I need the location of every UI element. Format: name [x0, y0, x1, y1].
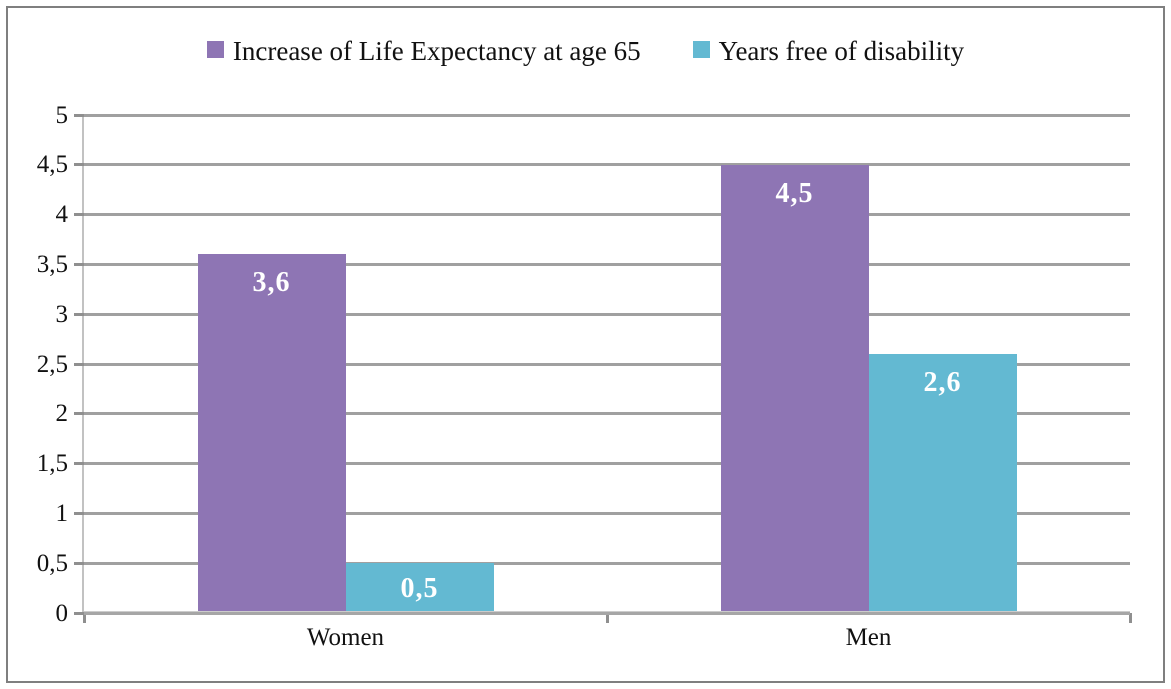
- x-axis-boundary-tick: [1128, 613, 1132, 623]
- y-axis-tick: [74, 113, 84, 117]
- gridline: [84, 262, 1130, 266]
- y-axis-tick: [74, 511, 84, 515]
- bar-value-label: 4,5: [775, 177, 814, 209]
- plot-area: 3,6 4,5 0,5 2,6: [84, 113, 1130, 615]
- y-axis-tick: [74, 312, 84, 316]
- y-axis-tick-label: 4,5: [36, 151, 68, 179]
- y-axis-tick: [74, 213, 84, 217]
- legend-swatch: [206, 41, 224, 58]
- bar-value-label: 3,6: [252, 267, 291, 299]
- y-axis-tick: [74, 611, 84, 615]
- gridline: [84, 362, 1130, 366]
- y-axis-tick-label: 1,5: [36, 450, 68, 478]
- legend-label: Increase of Life Expectancy at age 65: [232, 36, 641, 66]
- gridline: [84, 511, 1130, 515]
- y-axis-tick-label: 3: [55, 300, 69, 328]
- x-axis-category-label: Men: [845, 624, 892, 651]
- legend-item: Years free of disability: [692, 36, 965, 67]
- y-axis-tick-label: 2,5: [36, 350, 68, 378]
- legend-item: Increase of Life Expectancy at age 65: [206, 36, 641, 67]
- bar-men-series-0: 4,5: [720, 164, 869, 613]
- y-axis-tick: [74, 262, 84, 266]
- y-axis-tick: [74, 412, 84, 416]
- y-axis-tick-label: 2: [55, 400, 69, 428]
- legend-label: Years free of disability: [718, 36, 965, 66]
- y-axis-tick: [74, 163, 84, 167]
- gridline: [84, 312, 1130, 316]
- x-axis-boundary-tick: [605, 613, 609, 623]
- gridline: [84, 412, 1130, 416]
- chart-legend: Increase of Life Expectancy at age 65 Yea…: [0, 36, 1171, 67]
- y-axis-tick-label: 5: [55, 101, 69, 129]
- bar-women-series-1: 0,5: [345, 563, 494, 613]
- gridline: [84, 462, 1130, 466]
- y-axis-tick-label: 1: [55, 499, 69, 527]
- y-axis-tick: [74, 561, 84, 565]
- y-axis-tick: [74, 362, 84, 366]
- gridline: [84, 163, 1130, 167]
- bar-women-series-0: 3,6: [197, 254, 346, 613]
- gridline: [84, 113, 1130, 117]
- y-axis-tick-label: 4: [55, 201, 69, 229]
- y-axis-tick-label: 0: [55, 599, 69, 627]
- y-axis-tick: [74, 462, 84, 466]
- bar-value-label: 0,5: [400, 573, 439, 605]
- x-axis-line: [84, 611, 1130, 615]
- y-axis-tick-label: 0,5: [36, 549, 68, 577]
- y-axis-tick-label: 3,5: [36, 250, 68, 278]
- x-axis-boundary-tick: [82, 613, 86, 623]
- bar-value-label: 2,6: [923, 367, 962, 399]
- gridline: [84, 561, 1130, 565]
- bar-men-series-1: 2,6: [868, 354, 1017, 613]
- legend-swatch: [692, 41, 710, 58]
- x-axis-category-label: Women: [306, 624, 385, 651]
- gridline: [84, 213, 1130, 217]
